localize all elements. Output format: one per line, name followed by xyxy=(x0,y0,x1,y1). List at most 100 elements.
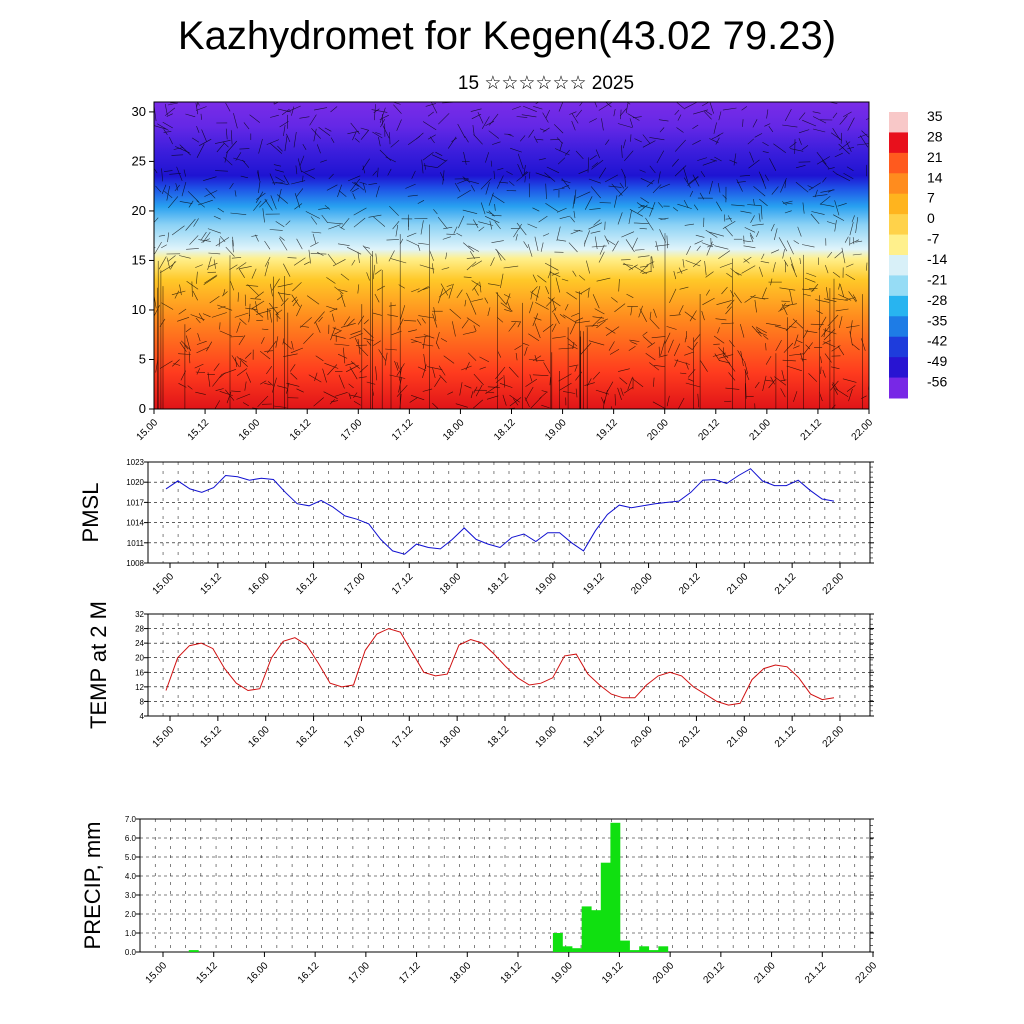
wind-barb xyxy=(530,291,539,298)
wind-barb xyxy=(822,339,831,345)
wind-barb xyxy=(785,319,798,332)
pmsl-frame xyxy=(147,461,871,564)
wind-barb xyxy=(420,220,424,235)
wind-barb xyxy=(605,381,614,395)
section-ytick-label: 15 xyxy=(132,252,146,267)
section-xtick-label: 15.12 xyxy=(186,417,212,443)
wind-barb xyxy=(462,176,471,183)
wind-barb xyxy=(358,346,369,357)
wind-barb xyxy=(521,114,537,118)
wind-barb xyxy=(207,372,211,387)
wind-barb xyxy=(219,372,226,379)
wind-barb xyxy=(639,169,646,173)
wind-barb xyxy=(709,101,714,114)
wind-barb xyxy=(264,256,271,267)
wind-barb xyxy=(238,266,252,270)
temp-xtick-label: 17.12 xyxy=(390,724,416,750)
wind-barb xyxy=(805,344,811,350)
wind-barb xyxy=(485,152,489,163)
wind-barb xyxy=(199,138,212,146)
wind-barb xyxy=(832,382,839,391)
wind-barb xyxy=(471,280,482,287)
wind-barb xyxy=(237,292,239,302)
wind-barb xyxy=(653,365,665,367)
temp-ylabel: TEMP at 2 M xyxy=(86,601,111,729)
wind-barb xyxy=(619,377,628,385)
wind-barb xyxy=(812,116,827,124)
wind-barb xyxy=(811,211,825,215)
wind-barb xyxy=(630,306,633,316)
wind-barb xyxy=(623,262,634,270)
wind-barb xyxy=(353,401,361,406)
wind-barb xyxy=(617,212,623,225)
wind-barb xyxy=(750,234,754,243)
wind-barb xyxy=(839,115,848,125)
wind-barb xyxy=(551,272,560,276)
wind-barb xyxy=(244,381,247,391)
wind-barb xyxy=(781,370,785,382)
wind-barb xyxy=(618,278,620,292)
wind-barb xyxy=(605,326,616,334)
wind-barb xyxy=(330,106,338,113)
wind-barb xyxy=(259,350,271,360)
colorbar-swatch xyxy=(889,336,908,358)
section-ytick-label: 5 xyxy=(139,351,146,366)
wind-barb xyxy=(830,132,843,141)
wind-barb xyxy=(576,320,590,324)
wind-barb xyxy=(498,181,509,184)
wind-barb xyxy=(760,261,770,264)
wind-barb xyxy=(798,112,806,120)
wind-barb xyxy=(591,245,607,248)
wind-barb xyxy=(372,170,378,176)
wind-barb xyxy=(363,246,370,249)
wind-barb xyxy=(343,347,346,364)
wind-barb xyxy=(360,127,369,131)
temp-xtick-label: 15.12 xyxy=(199,724,225,750)
wind-barb xyxy=(405,183,416,189)
wind-barb xyxy=(486,211,494,215)
wind-barb xyxy=(421,159,424,174)
section-xtick-label: 20.12 xyxy=(696,417,722,443)
temp-xtick-label: 18.00 xyxy=(438,724,464,750)
wind-barb xyxy=(215,237,230,247)
wind-barb xyxy=(211,312,227,318)
wind-barb xyxy=(240,175,249,179)
wind-barb xyxy=(666,235,668,249)
wind-barb xyxy=(592,371,601,380)
wind-barb xyxy=(203,176,217,181)
temp-xtick-label: 19.00 xyxy=(534,724,560,750)
wind-barb xyxy=(726,272,733,278)
wind-barb xyxy=(678,267,683,274)
wind-barb xyxy=(782,359,796,362)
wind-barb xyxy=(313,107,328,111)
wind-barb xyxy=(504,309,512,312)
wind-barb xyxy=(323,391,338,399)
wind-barb xyxy=(666,395,670,407)
wind-barb xyxy=(818,316,827,330)
wind-barb xyxy=(455,403,468,408)
wind-barb xyxy=(588,178,601,184)
wind-barb xyxy=(419,264,435,270)
wind-barb xyxy=(374,293,380,303)
wind-barb xyxy=(238,335,246,346)
wind-barb xyxy=(551,323,557,332)
wind-barb xyxy=(316,144,321,154)
wind-barb xyxy=(236,368,248,376)
wind-barb xyxy=(236,356,248,367)
wind-barb xyxy=(625,103,629,114)
wind-barb xyxy=(838,143,850,155)
wind-barb xyxy=(716,201,723,212)
wind-barb xyxy=(372,340,381,346)
wind-barb xyxy=(726,299,735,309)
wind-barb xyxy=(517,153,524,169)
wind-barb xyxy=(619,108,627,117)
wind-barb xyxy=(225,246,235,257)
wind-barb xyxy=(485,121,495,126)
wind-barb xyxy=(418,315,434,319)
wind-barb xyxy=(786,240,794,255)
wind-barb xyxy=(673,207,679,212)
wind-barb xyxy=(653,377,655,387)
wind-barb xyxy=(447,391,454,395)
wind-barb xyxy=(739,175,751,177)
wind-barb xyxy=(214,140,231,144)
